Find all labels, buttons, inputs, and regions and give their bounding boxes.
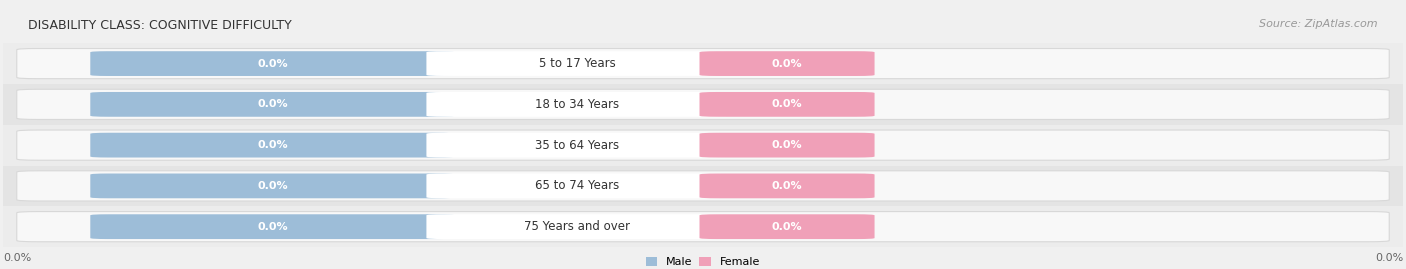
FancyBboxPatch shape: [700, 51, 875, 76]
Text: 0.0%: 0.0%: [257, 99, 288, 109]
Text: 0.0%: 0.0%: [3, 253, 31, 263]
Text: 65 to 74 Years: 65 to 74 Years: [534, 179, 619, 192]
Legend: Male, Female: Male, Female: [647, 257, 759, 267]
Bar: [3, 43, 1403, 84]
Bar: [3, 125, 1403, 165]
Text: DISABILITY CLASS: COGNITIVE DIFFICULTY: DISABILITY CLASS: COGNITIVE DIFFICULTY: [28, 19, 292, 32]
Text: 0.0%: 0.0%: [772, 181, 803, 191]
FancyBboxPatch shape: [426, 92, 727, 117]
FancyBboxPatch shape: [700, 174, 875, 198]
FancyBboxPatch shape: [90, 51, 454, 76]
Bar: [3, 206, 1403, 247]
Text: Source: ZipAtlas.com: Source: ZipAtlas.com: [1260, 19, 1378, 29]
Text: 0.0%: 0.0%: [772, 222, 803, 232]
Bar: [3, 84, 1403, 125]
Text: 75 Years and over: 75 Years and over: [524, 220, 630, 233]
FancyBboxPatch shape: [700, 92, 875, 117]
FancyBboxPatch shape: [90, 133, 454, 158]
FancyBboxPatch shape: [700, 133, 875, 158]
Text: 0.0%: 0.0%: [257, 222, 288, 232]
FancyBboxPatch shape: [426, 133, 727, 158]
Text: 35 to 64 Years: 35 to 64 Years: [534, 139, 619, 152]
FancyBboxPatch shape: [17, 171, 1389, 201]
FancyBboxPatch shape: [700, 214, 875, 239]
Text: 0.0%: 0.0%: [257, 181, 288, 191]
Text: 0.0%: 0.0%: [772, 140, 803, 150]
FancyBboxPatch shape: [90, 214, 454, 239]
Text: 0.0%: 0.0%: [1375, 253, 1403, 263]
Bar: [3, 165, 1403, 206]
Text: 0.0%: 0.0%: [257, 59, 288, 69]
Text: 0.0%: 0.0%: [772, 59, 803, 69]
FancyBboxPatch shape: [90, 92, 454, 117]
Text: 0.0%: 0.0%: [772, 99, 803, 109]
FancyBboxPatch shape: [426, 214, 727, 239]
FancyBboxPatch shape: [426, 51, 727, 76]
FancyBboxPatch shape: [17, 48, 1389, 79]
FancyBboxPatch shape: [17, 89, 1389, 119]
FancyBboxPatch shape: [90, 174, 454, 198]
FancyBboxPatch shape: [17, 212, 1389, 242]
Text: 18 to 34 Years: 18 to 34 Years: [534, 98, 619, 111]
Text: 0.0%: 0.0%: [257, 140, 288, 150]
FancyBboxPatch shape: [17, 130, 1389, 160]
FancyBboxPatch shape: [426, 174, 727, 198]
Text: 5 to 17 Years: 5 to 17 Years: [538, 57, 616, 70]
